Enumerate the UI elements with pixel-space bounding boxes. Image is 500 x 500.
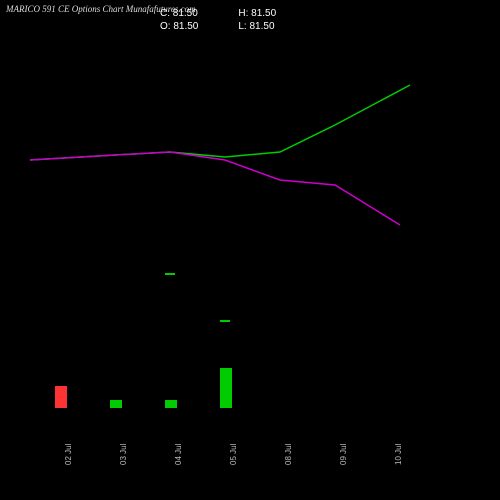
- volume-bar: [220, 368, 232, 408]
- ohlc-readout: C: 81.50 H: 81.50 O: 81.50 L: 81.50: [160, 8, 276, 32]
- x-axis-labels: 02 Jul 03 Jul 04 Jul 05 Jul 08 Jul 09 Jul 10 J…: [0, 435, 440, 495]
- ohlc-c: C: 81.50: [160, 8, 198, 19]
- volume-bar: [110, 400, 122, 408]
- price-tick: [220, 320, 230, 322]
- x-axis-label: 02 Jul: [64, 444, 73, 465]
- volume-bar: [165, 400, 177, 408]
- x-axis-label: 10 Jul: [394, 444, 403, 465]
- x-axis-label: 04 Jul: [174, 444, 183, 465]
- ohlc-h: H: 81.50: [238, 8, 276, 19]
- price-tick: [165, 273, 175, 275]
- chart-plot-area: [0, 30, 440, 430]
- x-axis-label: 05 Jul: [229, 444, 238, 465]
- x-axis-label: 03 Jul: [119, 444, 128, 465]
- volume-bar: [55, 386, 67, 408]
- x-axis-label: 08 Jul: [284, 444, 293, 465]
- x-axis-label: 09 Jul: [339, 444, 348, 465]
